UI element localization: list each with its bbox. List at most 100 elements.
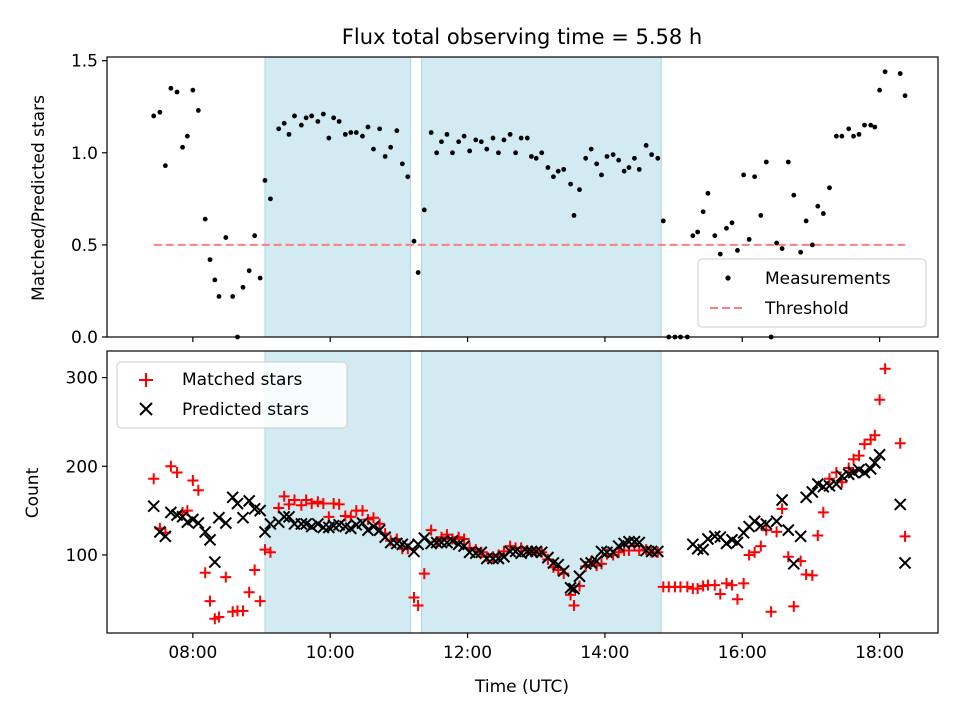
matched-stars-point — [806, 569, 818, 581]
predicted-stars-point — [720, 537, 733, 550]
matched-stars-point — [853, 450, 865, 462]
measurement-point — [568, 181, 573, 187]
predicted-stars-point — [864, 462, 877, 476]
measurement-point — [303, 115, 309, 121]
top-y-tick-label: 1.0 — [71, 144, 98, 164]
matched-stars-point — [446, 533, 458, 545]
measurement-point — [240, 284, 246, 290]
measurement-point — [473, 137, 479, 143]
predicted-stars-point — [622, 535, 636, 548]
bottom-legend: Matched stars Predicted stars — [116, 361, 348, 429]
measurement-point — [839, 133, 845, 139]
matched-stars-point — [418, 568, 430, 580]
predicted-stars-point — [208, 555, 222, 569]
measurement-point — [735, 248, 740, 253]
measurement-point — [626, 165, 632, 170]
measurement-point — [583, 155, 589, 161]
measurement-point — [490, 135, 496, 141]
legend-predicted-label: Predicted stars — [182, 400, 309, 420]
predicted-stars-point — [242, 494, 256, 508]
predicted-stars-point — [277, 510, 291, 524]
matched-stars-point — [765, 606, 777, 618]
matched-stars-point — [333, 498, 345, 510]
predicted-stars-point — [651, 545, 665, 558]
predicted-stars-point — [775, 493, 789, 507]
top-plot-frame — [106, 56, 939, 338]
matched-stars-point — [254, 595, 266, 607]
matched-stars-point — [755, 540, 767, 552]
matched-stars-point — [237, 605, 249, 617]
predicted-stars-point — [361, 523, 375, 537]
x-tick-label: 12:00 — [443, 643, 492, 663]
measurement-point — [388, 144, 394, 150]
measurement-point — [882, 69, 888, 75]
measurement-point — [695, 229, 701, 235]
measurement-point — [399, 161, 405, 167]
measurement-point — [428, 130, 434, 135]
legend-matched-marker — [139, 373, 153, 387]
measurement-point — [467, 148, 473, 154]
matched-stars-point — [187, 474, 199, 486]
matched-stars-point — [899, 530, 911, 542]
top-observing-window-2 — [421, 56, 662, 338]
measurement-point — [690, 233, 696, 239]
matched-stars-point — [306, 498, 318, 510]
measurement-point — [276, 126, 282, 132]
measurement-point — [394, 128, 400, 134]
measurement-point — [752, 174, 758, 180]
matched-stars-point — [681, 581, 693, 593]
matched-stars-point — [408, 592, 420, 604]
measurement-point — [588, 146, 594, 152]
matched-stars-point — [498, 545, 510, 557]
predicted-stars-point — [219, 516, 233, 530]
measurement-point — [594, 161, 600, 167]
x-tick-label: 14:00 — [580, 643, 629, 663]
measurement-point — [478, 139, 484, 145]
predicted-stars-point — [787, 557, 800, 571]
measurement-point — [785, 159, 791, 165]
measurement-point — [518, 135, 524, 141]
measurement-point — [162, 163, 168, 169]
measurement-point — [298, 122, 304, 128]
measurement-point — [353, 130, 359, 135]
matched-stars-point — [259, 544, 271, 556]
measurement-point — [365, 124, 371, 130]
predicted-stars-point — [770, 515, 783, 528]
predicted-stars-point — [590, 554, 603, 568]
matched-stars-point — [367, 512, 379, 524]
measurement-point — [791, 192, 797, 198]
measurement-point — [746, 236, 752, 242]
measurements-panel: Flux total observing time = 5.58 h Match… — [29, 25, 939, 348]
matched-stars-point — [204, 595, 216, 607]
measurement-point — [729, 220, 735, 226]
measurement-point — [902, 93, 908, 99]
matched-stars-point — [743, 549, 755, 561]
top-legend: Measurements Threshold — [697, 258, 927, 328]
measurement-point — [621, 168, 627, 174]
measurement-point — [382, 154, 388, 159]
predicted-stars-point — [258, 525, 272, 539]
measurement-point — [360, 133, 365, 139]
predicted-stars-point — [503, 545, 517, 558]
predicted-stars-point — [858, 466, 871, 479]
measurement-point — [604, 154, 610, 159]
measurement-point — [529, 154, 534, 159]
x-tick-label: 08:00 — [168, 643, 217, 663]
measurement-point — [545, 165, 551, 170]
measurement-point — [577, 187, 582, 193]
measurement-point — [868, 122, 874, 128]
matched-stars-point — [782, 551, 794, 563]
measurement-point — [405, 174, 411, 180]
measurement-point — [897, 71, 903, 76]
predicted-stars-point — [418, 531, 431, 545]
measurement-point — [551, 174, 556, 180]
matched-stars-point — [879, 363, 891, 375]
measurement-point — [717, 251, 723, 257]
predicted-stars-point — [873, 448, 886, 461]
measurement-point — [216, 294, 222, 299]
measurement-point — [415, 270, 421, 275]
matched-stars-point — [317, 498, 329, 510]
bottom-legend-box — [116, 361, 348, 429]
predicted-stars-point — [830, 477, 843, 491]
predicted-stars-point — [446, 534, 459, 547]
